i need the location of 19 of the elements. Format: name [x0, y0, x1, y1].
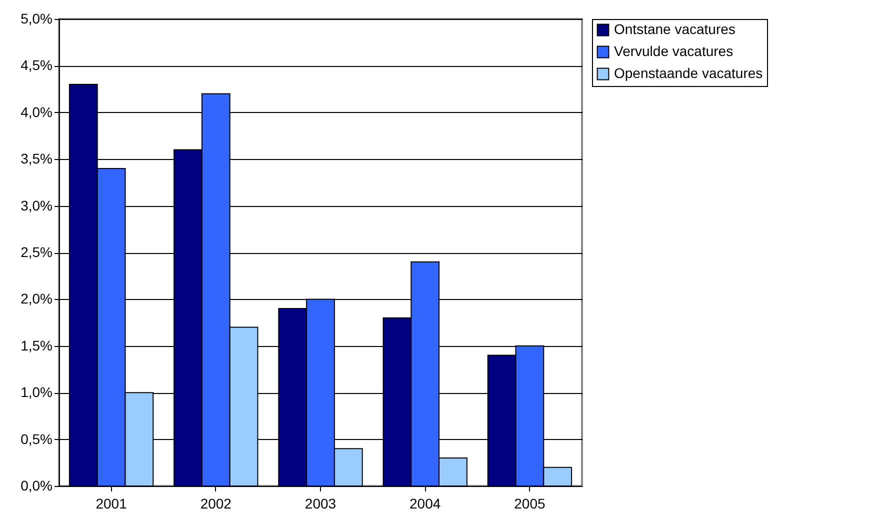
y-tick-label: 3,5%	[20, 150, 52, 167]
y-tick-label: 1,0%	[20, 384, 52, 400]
x-tick-label: 2001	[96, 496, 128, 512]
x-tick-label: 2004	[410, 496, 441, 512]
legend-label: Openstaande vacatures	[614, 65, 763, 81]
y-tick-label: 4,5%	[20, 57, 52, 74]
legend-label: Vervulde vacatures	[614, 43, 734, 59]
x-tick-label: 2003	[304, 496, 336, 512]
y-tick-label: 2,0%	[20, 290, 52, 307]
x-tick-label: 2005	[514, 496, 546, 512]
y-tick-label: 0,5%	[20, 430, 52, 447]
y-tick-label: 5,0%	[20, 10, 52, 26]
x-tick-label: 2002	[200, 496, 232, 512]
y-tick-label: 2,5%	[20, 244, 52, 260]
y-tick-label: 3,0%	[20, 197, 52, 214]
legend-label: Ontstane vacatures	[614, 21, 736, 37]
y-tick-label: 0,0%	[20, 478, 52, 494]
y-tick-label: 1,5%	[20, 337, 52, 354]
y-tick-label: 4,0%	[20, 104, 52, 120]
